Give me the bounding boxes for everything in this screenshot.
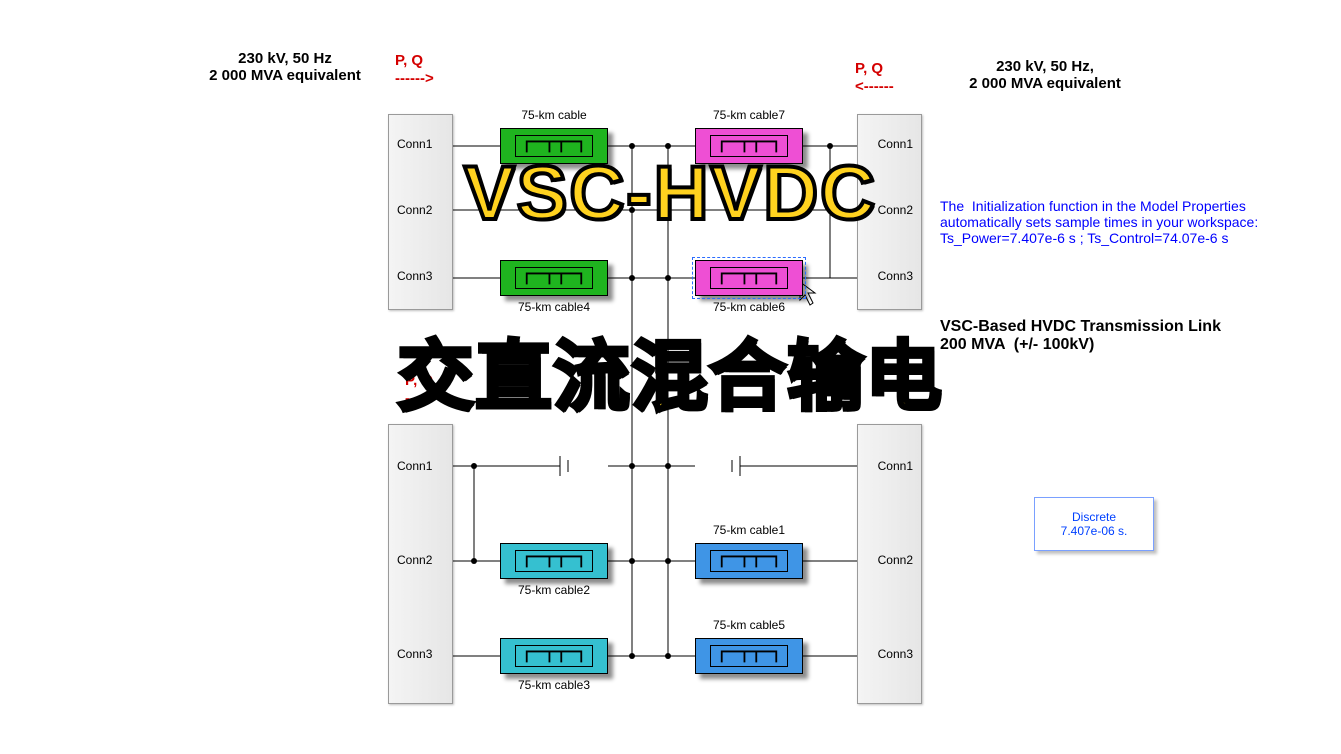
cable-label-cable5: 75-km cable5 xyxy=(695,618,803,632)
cable-block-cable5[interactable] xyxy=(695,638,803,674)
conv-bot-right-conn1: Conn1 xyxy=(878,459,913,473)
link-title: VSC-Based HVDC Transmission Link 200 MVA… xyxy=(940,318,1221,354)
pq-left-arrow: ------> xyxy=(395,70,434,87)
cable-block-cable6[interactable] xyxy=(695,260,803,296)
system-right-label: 230 kV, 50 Hz, 2 000 MVA equivalent xyxy=(910,58,1180,92)
conv-top-left-conn3: Conn3 xyxy=(397,269,432,283)
conv-top-right-conn3: Conn3 xyxy=(878,269,913,283)
cable-block-cable2[interactable] xyxy=(500,543,608,579)
conv-top-left-conn2: Conn2 xyxy=(397,203,432,217)
discrete-line2: 7.407e-06 s. xyxy=(1035,524,1153,538)
cable-label-cable6: 75-km cable6 xyxy=(695,300,803,314)
cable-label-cable1: 75-km cable1 xyxy=(695,523,803,537)
pq-left-label: P, Q xyxy=(395,52,423,69)
conv-top-left[interactable]: Conn1 Conn2 Conn3 xyxy=(388,114,453,310)
cable-block-cable3[interactable] xyxy=(500,638,608,674)
conv-bot-right-conn2: Conn2 xyxy=(878,553,913,567)
diagram-canvas: 230 kV, 50 Hz 2 000 MVA equivalent P, Q … xyxy=(0,0,1341,754)
conv-bot-left-conn3: Conn3 xyxy=(397,647,432,661)
discrete-solver-block[interactable]: Discrete 7.407e-06 s. xyxy=(1034,497,1154,551)
overlay-subtitle: 交直流混合输电 xyxy=(398,315,944,425)
conv-bot-left[interactable]: Conn1 Conn2 Conn3 xyxy=(388,424,453,704)
conv-bot-left-conn2: Conn2 xyxy=(397,553,432,567)
conv-bot-left-conn1: Conn1 xyxy=(397,459,432,473)
cable-label-cable7: 75-km cable7 xyxy=(695,108,803,122)
init-note: The Initialization function in the Model… xyxy=(940,198,1258,246)
overlay-title: VSC-HVDC xyxy=(464,150,877,237)
cable-label-cable2: 75-km cable2 xyxy=(500,583,608,597)
cable-block-cable1[interactable] xyxy=(695,543,803,579)
conv-top-right-conn2: Conn2 xyxy=(878,203,913,217)
discrete-line1: Discrete xyxy=(1035,510,1153,524)
conv-bot-right-conn3: Conn3 xyxy=(878,647,913,661)
cable-label-cable: 75-km cable xyxy=(500,108,608,122)
system-left-label: 230 kV, 50 Hz 2 000 MVA equivalent xyxy=(150,50,420,84)
conv-top-left-conn1: Conn1 xyxy=(397,137,432,151)
cable-label-cable3: 75-km cable3 xyxy=(500,678,608,692)
cable-block-cable4[interactable] xyxy=(500,260,608,296)
pq-right-label: P, Q xyxy=(855,60,883,77)
conv-bot-right[interactable]: Conn1 Conn2 Conn3 xyxy=(857,424,922,704)
conv-top-right-conn1: Conn1 xyxy=(878,137,913,151)
pq-right-arrow: <------ xyxy=(855,78,894,95)
cable-label-cable4: 75-km cable4 xyxy=(500,300,608,314)
